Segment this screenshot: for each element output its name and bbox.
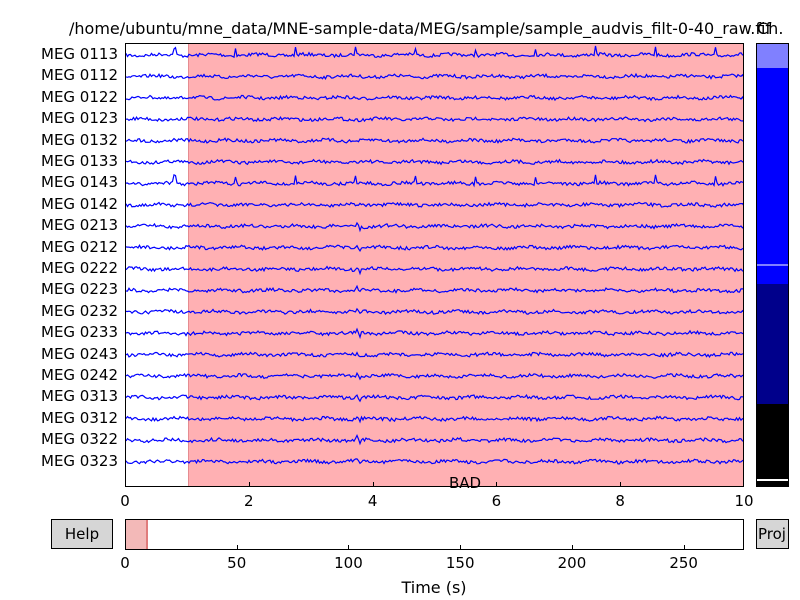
channel-trace[interactable] <box>126 137 744 144</box>
raw-data-plot[interactable] <box>125 43 744 487</box>
bad-annotation-label: BAD <box>448 474 482 492</box>
channel-name[interactable]: MEG 0242 <box>41 366 118 384</box>
scrollbar-divider <box>757 479 788 481</box>
help-button[interactable]: Help <box>51 519 113 549</box>
channel-trace[interactable] <box>126 393 744 403</box>
channel-trace[interactable] <box>126 201 744 209</box>
scrollbar-divider <box>757 264 788 266</box>
main-x-tick-label: 4 <box>367 492 378 510</box>
channel-name[interactable]: MEG 0323 <box>41 451 118 470</box>
channel-name[interactable]: MEG 0233 <box>41 323 118 342</box>
channel-trace[interactable] <box>126 244 744 253</box>
channel-trace[interactable] <box>126 307 744 316</box>
channel-name[interactable]: MEG 0213 <box>41 216 118 235</box>
time-x-tick-mark <box>571 545 573 550</box>
main-x-tick-mark <box>248 482 250 487</box>
channel-trace[interactable] <box>126 116 744 123</box>
channel-name[interactable]: MEG 0222 <box>41 259 118 277</box>
channel-name[interactable]: MEG 0243 <box>41 344 118 363</box>
time-x-tick-mark <box>460 545 462 550</box>
main-x-tick-mark <box>372 482 374 487</box>
channel-name[interactable]: MEG 0122 <box>41 87 118 106</box>
main-x-tick-mark <box>496 482 498 487</box>
channel-name[interactable]: MEG 0133 <box>41 152 118 170</box>
channel-scrollbar[interactable] <box>756 43 789 487</box>
time-x-tick-mark <box>125 545 126 550</box>
time-navigation-bar[interactable] <box>125 519 744 550</box>
channel-trace[interactable] <box>126 351 744 358</box>
channel-name[interactable]: MEG 0322 <box>41 430 118 449</box>
channel-trace[interactable] <box>126 434 744 446</box>
main-x-tick-label: 6 <box>491 492 502 510</box>
channel-scrollbar-label: Ch. <box>757 19 784 38</box>
channel-name[interactable]: MEG 0142 <box>41 194 118 213</box>
channel-trace[interactable] <box>126 458 744 465</box>
main-x-tick-mark <box>620 482 622 487</box>
time-x-tick-mark <box>348 545 350 550</box>
channel-name[interactable]: MEG 0223 <box>41 280 118 299</box>
channel-trace[interactable] <box>126 327 744 340</box>
time-x-tick-mark <box>683 545 685 550</box>
channel-trace[interactable] <box>126 221 744 233</box>
channel-name[interactable]: MEG 0212 <box>41 237 118 256</box>
channel-name[interactable]: MEG 0132 <box>41 130 118 149</box>
channel-name[interactable]: MEG 0312 <box>41 408 118 427</box>
time-axis-label: Time (s) <box>401 578 467 597</box>
channel-trace[interactable] <box>126 173 744 188</box>
channel-name[interactable]: MEG 0143 <box>41 173 118 192</box>
time-x-tick-label: 200 <box>557 554 587 572</box>
channel-trace[interactable] <box>126 415 744 424</box>
time-x-tick-label: 100 <box>334 554 363 572</box>
main-x-tick-label: 8 <box>615 492 625 510</box>
channel-trace[interactable] <box>126 94 744 102</box>
channel-trace[interactable] <box>126 45 744 59</box>
time-x-tick-label: 50 <box>227 554 247 572</box>
main-x-tick-mark <box>743 482 744 487</box>
time-x-tick-mark <box>236 545 238 550</box>
main-x-tick-label: 2 <box>244 492 254 510</box>
channel-name[interactable]: MEG 0313 <box>41 387 118 406</box>
time-window-indicator[interactable] <box>126 520 149 549</box>
channel-traces <box>126 45 744 465</box>
channel-name[interactable]: MEG 0123 <box>41 109 118 128</box>
channel-trace[interactable] <box>126 284 744 294</box>
time-x-tick-label: 0 <box>120 554 130 572</box>
main-x-tick-mark <box>125 482 126 487</box>
window-title: /home/ubuntu/mne_data/MNE-sample-data/ME… <box>69 19 772 38</box>
channel-trace[interactable] <box>126 265 744 276</box>
main-x-tick-label: 10 <box>734 492 754 510</box>
main-x-tick-label: 0 <box>120 492 130 510</box>
channel-trace[interactable] <box>126 371 744 381</box>
channel-name[interactable]: MEG 0113 <box>41 45 118 63</box>
channel-trace[interactable] <box>126 158 744 166</box>
channel-trace[interactable] <box>126 72 744 81</box>
time-x-tick-label: 150 <box>445 554 475 572</box>
proj-button[interactable]: Proj <box>756 519 789 549</box>
channel-name[interactable]: MEG 0232 <box>41 301 118 320</box>
scrollbar-segment-mag <box>757 404 788 486</box>
scrollbar-position-indicator[interactable] <box>757 44 788 68</box>
channel-name[interactable]: MEG 0112 <box>41 66 118 85</box>
scrollbar-segment-grad-2 <box>757 284 788 404</box>
scrollbar-segment-grad-1 <box>757 68 788 284</box>
time-x-tick-label: 250 <box>669 554 698 572</box>
